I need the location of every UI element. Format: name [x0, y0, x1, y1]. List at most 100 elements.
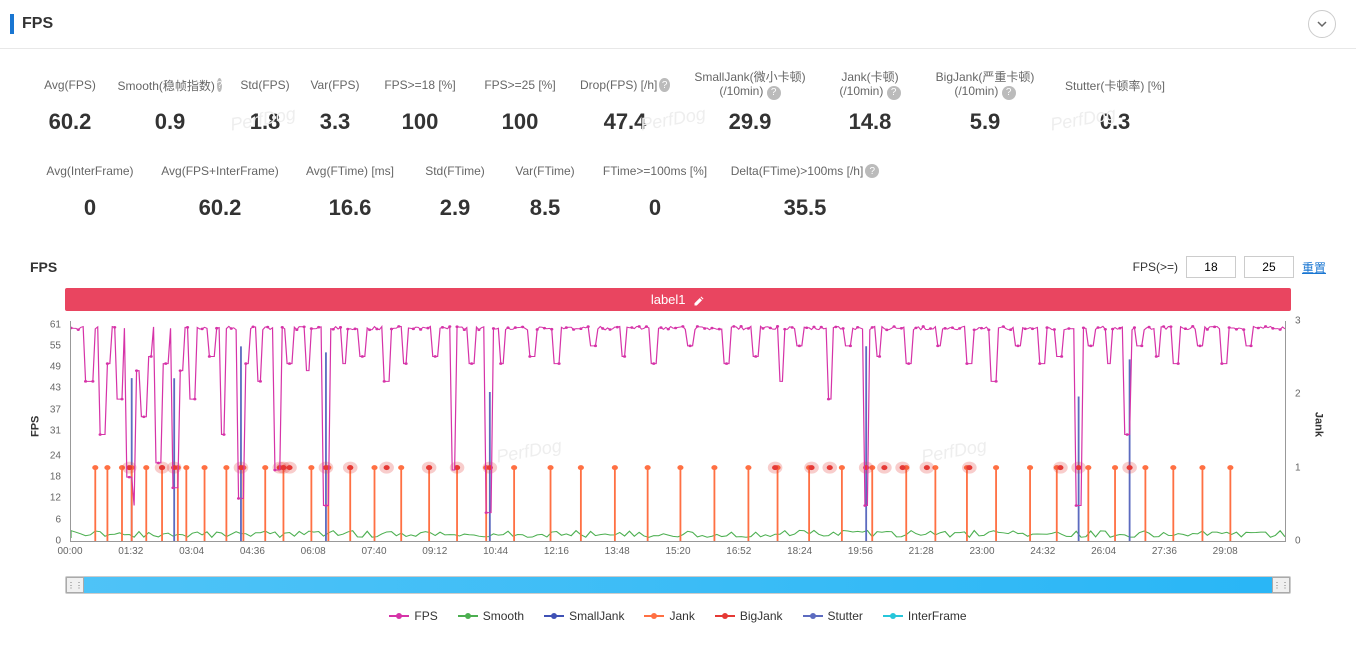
- y-axis-left: FPS 06121824313743495561: [30, 321, 65, 541]
- x-tick: 23:00: [969, 546, 994, 557]
- stat-label: Std(FPS): [240, 69, 290, 101]
- stat-value: 35.5: [730, 195, 880, 221]
- stats-row-2: Avg(InterFrame) 0 Avg(FPS+InterFrame)60.2A…: [30, 155, 1326, 221]
- x-tick: 09:12: [422, 546, 447, 557]
- x-tick: 13:48: [605, 546, 630, 557]
- stat-item: Smooth(稳帧指数)?0.9: [110, 69, 230, 135]
- stat-label: BigJank(严重卡顿)(/10min) ?: [930, 69, 1040, 101]
- threshold-input-2[interactable]: [1244, 256, 1294, 278]
- collapse-button[interactable]: [1308, 10, 1336, 38]
- stat-label: Var(FTime): [510, 155, 580, 187]
- x-tick: 01:32: [118, 546, 143, 557]
- chart-section: FPS FPS(>=) 重置 label1 FPS 06121824313743…: [0, 251, 1356, 643]
- stat-value: 0: [600, 195, 710, 221]
- legend-item-fps[interactable]: FPS: [389, 609, 437, 623]
- help-icon[interactable]: ?: [217, 78, 223, 92]
- x-tick: 06:08: [301, 546, 326, 557]
- y-tick-left: 43: [50, 383, 61, 394]
- stat-item: Drop(FPS) [/h]?47.4: [570, 69, 680, 135]
- section-title: FPS: [22, 15, 53, 33]
- stat-item: FPS>=18 [%]100: [370, 69, 470, 135]
- time-scrollbar[interactable]: ⋮⋮ ⋮⋮: [65, 576, 1291, 594]
- stat-value: 100: [380, 109, 460, 135]
- stat-label: Std(FTime): [420, 155, 490, 187]
- legend-item-smooth[interactable]: Smooth: [458, 609, 524, 623]
- legend-item-stutter[interactable]: Stutter: [803, 609, 863, 623]
- stat-label: Smooth(稳帧指数)?: [120, 69, 220, 101]
- stat-label: Jank(卡顿)(/10min) ?: [830, 69, 910, 101]
- stat-value: 14.8: [830, 109, 910, 135]
- plot-area[interactable]: PerfDog PerfDog: [70, 321, 1286, 541]
- x-tick: 00:00: [57, 546, 82, 557]
- help-icon[interactable]: ?: [1002, 86, 1016, 100]
- x-tick: 18:24: [787, 546, 812, 557]
- stat-label: Delta(FTime)>100ms [/h]?: [730, 155, 880, 187]
- x-tick: 16:52: [726, 546, 751, 557]
- stat-item: FPS>=25 [%] 100: [470, 69, 570, 135]
- label-bar[interactable]: label1: [65, 288, 1291, 311]
- stats-panel: PerfDog PerfDog PerfDog Avg(FPS)60.2Smoo…: [0, 49, 1356, 251]
- legend-item-interframe[interactable]: InterFrame: [883, 609, 967, 623]
- legend-item-smalljank[interactable]: SmallJank: [544, 609, 624, 623]
- chart-title: FPS: [30, 259, 57, 275]
- x-tick: 04:36: [240, 546, 265, 557]
- stat-item: Var(FPS) 3.3: [300, 69, 370, 135]
- stat-value: 16.6: [300, 195, 400, 221]
- stat-item: Avg(FPS+InterFrame)60.2: [150, 155, 290, 221]
- x-tick: 27:36: [1152, 546, 1177, 557]
- stat-label: Avg(FPS+InterFrame): [160, 155, 280, 187]
- legend-marker: [715, 615, 735, 617]
- stat-item: Jank(卡顿)(/10min) ? 14.8: [820, 69, 920, 135]
- stat-value: 0: [40, 195, 140, 221]
- stat-label: Avg(InterFrame): [40, 155, 140, 187]
- x-axis: 00:0001:3203:0404:3606:0807:4009:1210:44…: [70, 541, 1286, 571]
- stats-row-1: Avg(FPS)60.2Smooth(稳帧指数)?0.9Std(FPS)1.8V…: [30, 69, 1326, 135]
- x-tick: 26:04: [1091, 546, 1116, 557]
- y-tick-left: 24: [50, 450, 61, 461]
- edit-icon: [693, 295, 705, 307]
- y-tick-right: 3: [1295, 316, 1301, 327]
- stat-label: Var(FPS): [310, 69, 360, 101]
- stat-value: 3.3: [310, 109, 360, 135]
- legend-item-bigjank[interactable]: BigJank: [715, 609, 783, 623]
- threshold-input-1[interactable]: [1186, 256, 1236, 278]
- label-bar-text: label1: [651, 292, 686, 307]
- y-tick-left: 6: [55, 514, 61, 525]
- x-tick: 24:32: [1030, 546, 1055, 557]
- x-tick: 21:28: [909, 546, 934, 557]
- stat-item: SmallJank(微小卡顿)(/10min) ?29.9: [680, 69, 820, 135]
- legend-marker: [458, 615, 478, 617]
- title-accent: [10, 14, 14, 34]
- stat-label: FPS>=25 [%]: [480, 69, 560, 101]
- y-tick-left: 55: [50, 340, 61, 351]
- stat-label: FTime>=100ms [%]: [600, 155, 710, 187]
- x-tick: 15:20: [665, 546, 690, 557]
- stat-value: 0.3: [1060, 109, 1170, 135]
- stat-label: SmallJank(微小卡顿)(/10min) ?: [690, 69, 810, 101]
- x-tick: 03:04: [179, 546, 204, 557]
- section-header: FPS: [0, 0, 1356, 49]
- legend-marker: [389, 615, 409, 617]
- chart-container: FPS 06121824313743495561 PerfDog PerfDog…: [30, 321, 1326, 571]
- threshold-label: FPS(>=): [1133, 260, 1178, 274]
- scroll-handle-right[interactable]: ⋮⋮: [1272, 577, 1290, 593]
- stat-value: 100: [480, 109, 560, 135]
- scroll-handle-left[interactable]: ⋮⋮: [66, 577, 84, 593]
- stat-item: FTime>=100ms [%] 0: [590, 155, 720, 221]
- legend-item-jank[interactable]: Jank: [644, 609, 694, 623]
- reset-link[interactable]: 重置: [1302, 259, 1326, 276]
- legend-label: InterFrame: [908, 609, 967, 623]
- help-icon[interactable]: ?: [865, 164, 879, 178]
- y-tick-left: 37: [50, 404, 61, 415]
- y-tick-left: 18: [50, 472, 61, 483]
- y-axis-right: Jank 0123: [1291, 321, 1326, 541]
- legend-label: SmallJank: [569, 609, 624, 623]
- legend-label: Stutter: [828, 609, 863, 623]
- stat-item: Stutter(卡顿率) [%]0.3: [1050, 69, 1180, 135]
- y-tick-right: 0: [1295, 536, 1301, 547]
- stat-item: Avg(FPS)60.2: [30, 69, 110, 135]
- help-icon[interactable]: ?: [659, 78, 670, 92]
- help-icon[interactable]: ?: [887, 86, 901, 100]
- help-icon[interactable]: ?: [767, 86, 781, 100]
- stat-value: 8.5: [510, 195, 580, 221]
